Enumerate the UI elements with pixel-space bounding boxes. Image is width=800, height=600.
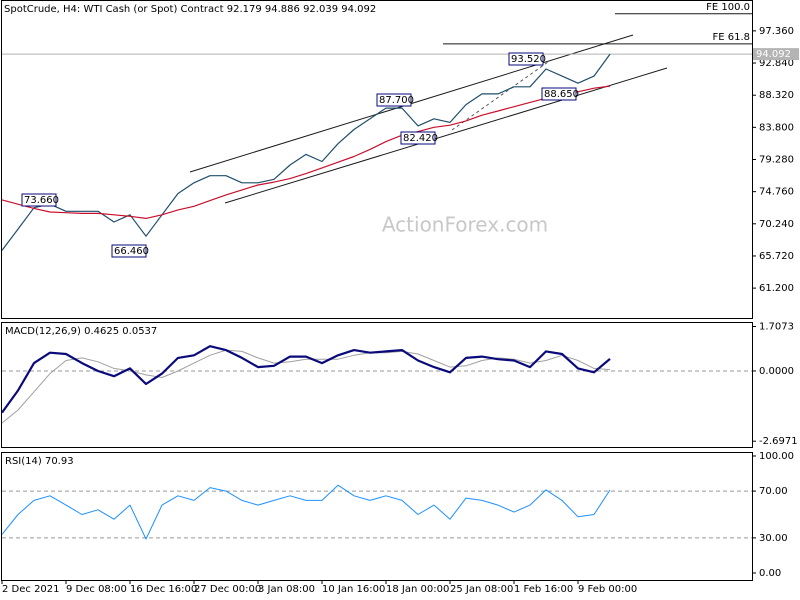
x-tick-label: 3 Jan 08:00 — [258, 584, 315, 595]
annotation-box — [400, 131, 436, 145]
annotation-box — [541, 87, 577, 101]
series-line — [1, 484, 611, 540]
fe-level-label: FE 61.8 — [712, 32, 750, 43]
y-tick-label: 100.00 — [759, 451, 794, 462]
x-tick-label: 18 Jan 00:00 — [386, 584, 449, 595]
rsi-panel-frame — [1, 452, 753, 581]
y-tick-label: 88.320 — [759, 90, 794, 101]
series-line — [1, 349, 611, 424]
annotation-label: 82.420 — [403, 133, 438, 144]
x-tick-label: 1 Feb 16:00 — [514, 584, 573, 595]
rsi-title: RSI(14) 70.93 — [5, 456, 74, 467]
y-tick-label: 70.00 — [759, 486, 788, 497]
series-line — [1, 53, 611, 251]
annotation-box — [508, 52, 544, 66]
annotation-label: 73.660 — [24, 195, 59, 206]
y-tick-label: 74.760 — [759, 187, 794, 198]
x-tick-label: 25 Jan 08:00 — [450, 584, 513, 595]
current-price-box — [753, 48, 799, 61]
y-tick-label: 0.0000 — [759, 366, 794, 377]
macd-title: MACD(12,26,9) 0.4625 0.0537 — [5, 326, 157, 337]
projection-line — [451, 61, 549, 131]
annotation-box — [111, 244, 147, 258]
fe-level-label: FE 100.0 — [706, 2, 750, 13]
annotation-label: 66.460 — [114, 246, 149, 257]
annotation-label: 87.700 — [379, 95, 414, 106]
series-line — [1, 85, 611, 219]
annotation-box — [21, 193, 57, 207]
y-tick-label: 83.800 — [759, 122, 794, 133]
y-tick-label: 65.720 — [759, 251, 794, 262]
channel-lower — [224, 67, 668, 204]
macd-panel-frame — [1, 322, 753, 448]
x-tick-label: 27 Dec 00:00 — [194, 584, 261, 595]
annotation-label: 93.520 — [511, 54, 546, 65]
y-tick-label: 92.840 — [759, 58, 794, 69]
y-tick-label: -2.6971 — [759, 436, 798, 447]
y-tick-label: 97.360 — [759, 26, 794, 37]
y-tick-label: 70.240 — [759, 219, 794, 230]
y-tick-label: 1.7073 — [759, 321, 794, 332]
x-tick-label: 16 Dec 16:00 — [130, 584, 197, 595]
watermark: ActionForex.com — [382, 213, 548, 237]
annotation-box — [376, 93, 412, 107]
y-tick-label: 61.200 — [759, 283, 794, 294]
y-tick-label: 0.00 — [759, 568, 781, 579]
x-tick-label: 9 Feb 00:00 — [578, 584, 637, 595]
y-tick-label: 30.00 — [759, 533, 788, 544]
annotation-label: 88.650 — [544, 89, 579, 100]
current-price-label: 94.092 — [756, 49, 791, 60]
series-line — [1, 345, 611, 414]
chart-title: SpotCrude, H4: WTI Cash (or Spot) Contra… — [4, 4, 376, 15]
x-tick-label: 10 Jan 16:00 — [322, 584, 385, 595]
x-tick-label: 9 Dec 08:00 — [66, 584, 127, 595]
y-tick-label: 79.280 — [759, 154, 794, 165]
x-tick-label: 2 Dec 2021 — [2, 584, 60, 595]
